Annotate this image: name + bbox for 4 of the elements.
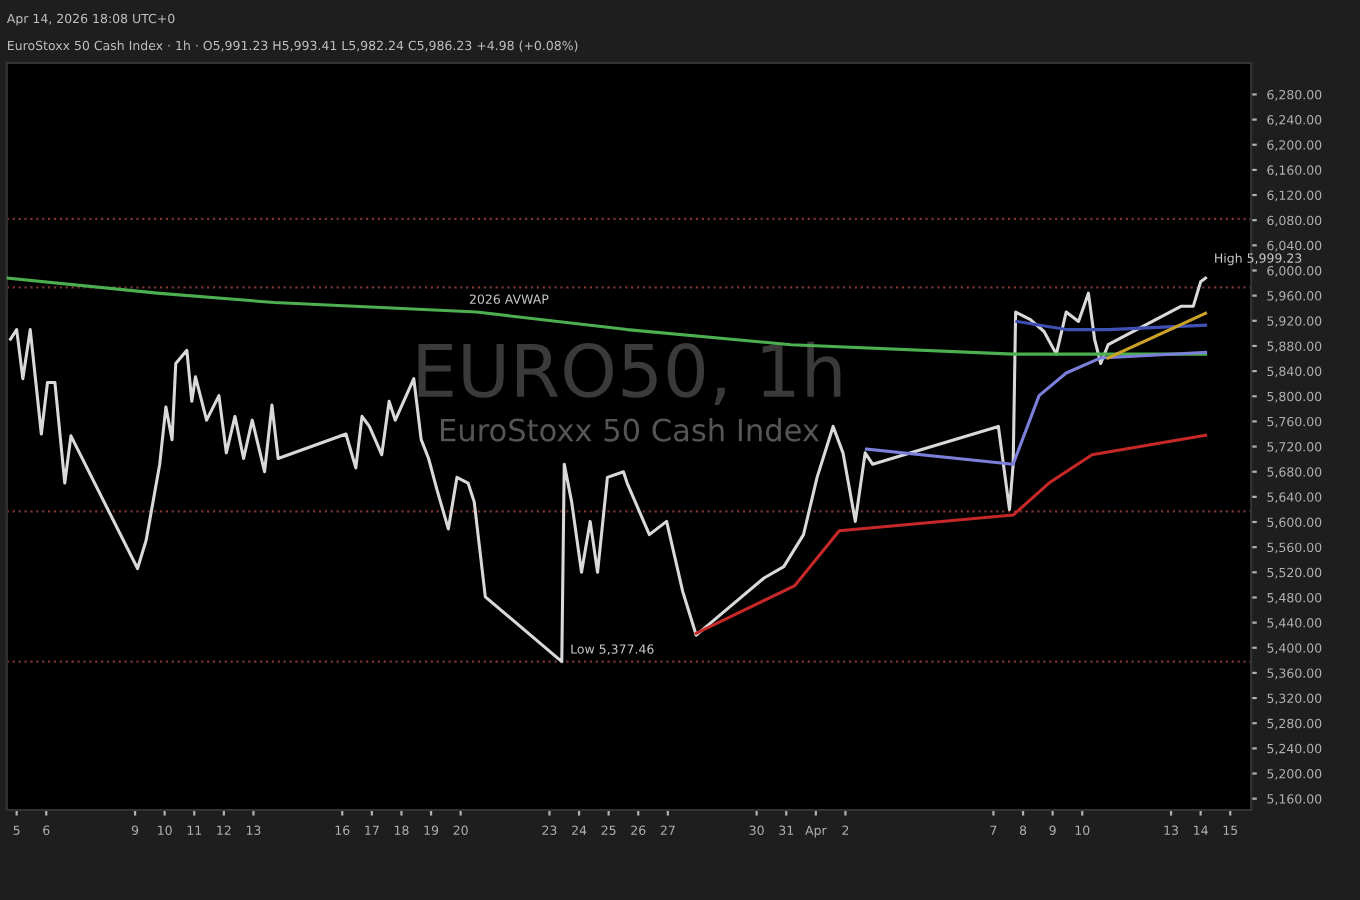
text: EuroStoxx 50 Cash Index: [440, 417, 819, 442]
line-series: [8, 276, 1208, 664]
text: EURO50, 1h: [418, 341, 841, 406]
line-series: [864, 350, 1208, 466]
